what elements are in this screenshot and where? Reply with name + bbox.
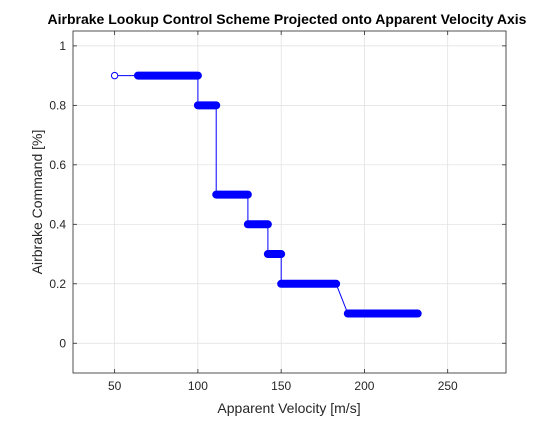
x-tick-label: 250	[438, 379, 458, 393]
x-tick-label: 100	[188, 379, 208, 393]
y-tick-label: 0.6	[49, 158, 66, 172]
y-tick-label: 0.4	[49, 217, 66, 231]
x-tick-label: 200	[354, 379, 374, 393]
y-tick-label: 0	[59, 336, 66, 350]
y-axis-label: Airbrake Command [%]	[29, 130, 45, 275]
tick-labels: 50 100 150 200 250 0 0.2 0.4 0.6 0.8 1	[49, 39, 458, 393]
y-tick-label: 0.8	[49, 98, 66, 112]
y-tick-label: 0.2	[49, 277, 66, 291]
data-series	[110, 71, 422, 318]
y-tick-label: 1	[59, 39, 66, 53]
plot-background	[73, 31, 506, 373]
x-tick-label: 50	[108, 379, 122, 393]
axis-ticks	[73, 31, 506, 373]
x-tick-label: 150	[271, 379, 291, 393]
chart-title: Airbrake Lookup Control Scheme Projected…	[48, 11, 527, 27]
plot-box	[72, 30, 507, 374]
data-point-start	[110, 71, 119, 80]
x-axis-label: Apparent Velocity [m/s]	[217, 400, 360, 416]
